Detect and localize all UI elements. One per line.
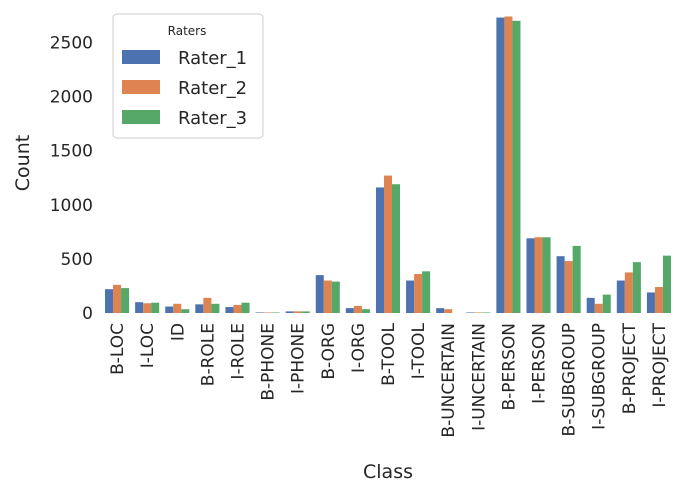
legend-swatch — [122, 50, 160, 64]
bar — [504, 16, 513, 314]
x-tick-label: I-PHONE — [289, 323, 309, 394]
x-axis-label: Class — [363, 461, 413, 483]
bar — [406, 280, 415, 313]
y-tick-label: 1500 — [50, 142, 93, 162]
legend-label: Rater_1 — [178, 48, 247, 69]
legend-title: Raters — [168, 24, 207, 38]
bar — [496, 17, 505, 313]
bar — [345, 308, 354, 313]
bar — [392, 184, 401, 313]
bar — [624, 272, 633, 313]
bar — [361, 309, 370, 313]
x-tick-label: I-TOOL — [409, 322, 429, 379]
y-tick-label: 500 — [61, 250, 93, 270]
x-tick-label: I-PROJECT — [650, 322, 670, 407]
bar — [165, 306, 174, 313]
legend: Raters Rater_1 Rater_2 Rater_3 — [112, 13, 264, 139]
x-tick-label: I-SUBGROUP — [590, 323, 610, 430]
bar — [556, 256, 565, 313]
bar — [121, 288, 130, 313]
x-tick-label: B-UNCERTAIN — [439, 323, 459, 438]
x-tick-label: B-ORG — [319, 323, 339, 380]
y-tick-label: 2000 — [50, 88, 93, 108]
bar — [211, 303, 220, 313]
bar — [632, 262, 641, 313]
bar — [331, 281, 340, 313]
x-axis-ticks: B-LOC I-LOC ID B-ROLE I-ROLE B-PHONE I-PHONE B-… — [108, 322, 670, 437]
bar — [233, 304, 242, 313]
y-tick-label: 0 — [82, 304, 93, 324]
y-tick-label: 2500 — [50, 33, 93, 53]
bar — [474, 312, 483, 313]
legend-frame — [112, 13, 264, 139]
bar — [105, 289, 114, 313]
x-tick-label: B-LOC — [108, 323, 128, 375]
bar — [466, 312, 475, 313]
x-tick-label: B-PROJECT — [620, 322, 640, 414]
bar — [143, 303, 152, 313]
x-tick-label: I-LOC — [138, 323, 158, 368]
bar — [512, 20, 521, 313]
x-tick-label: B-ROLE — [198, 323, 218, 386]
bar — [436, 308, 445, 313]
bar — [422, 271, 431, 313]
bar — [534, 237, 543, 313]
bar — [444, 309, 453, 313]
y-tick-label: 1000 — [50, 196, 93, 216]
legend-swatch — [122, 110, 160, 124]
x-tick-label: B-TOOL — [379, 322, 399, 385]
x-tick-label: B-PERSON — [499, 323, 519, 411]
bars — [105, 16, 671, 314]
bar — [203, 297, 212, 313]
x-tick-label: B-SUBGROUP — [560, 323, 580, 436]
bar — [195, 304, 204, 313]
legend-swatch — [122, 80, 160, 94]
bar — [135, 302, 144, 313]
legend-label: Rater_2 — [178, 78, 247, 99]
bar — [375, 187, 384, 313]
bar — [353, 305, 362, 313]
y-axis-label: Count — [12, 135, 34, 191]
bar — [564, 261, 573, 313]
x-tick-label: I-ROLE — [229, 323, 249, 380]
bar — [181, 309, 190, 313]
bar — [285, 311, 294, 313]
bar — [572, 245, 581, 313]
bar — [173, 303, 182, 313]
bar — [323, 280, 332, 313]
bar — [151, 302, 160, 313]
bar — [586, 297, 595, 313]
legend-label: Rater_3 — [178, 108, 247, 129]
bar — [542, 237, 551, 313]
bar — [414, 274, 423, 313]
bar — [654, 287, 663, 313]
bar — [383, 175, 393, 313]
bar — [526, 238, 535, 313]
bar — [594, 303, 603, 313]
x-tick-label: ID — [168, 323, 188, 341]
bar — [225, 307, 234, 313]
y-axis-ticks: 0 500 1000 1500 2000 2500 — [50, 33, 93, 324]
bar — [301, 311, 310, 313]
bar — [271, 312, 280, 313]
bar — [616, 280, 625, 313]
bar — [293, 311, 302, 313]
bar — [263, 312, 272, 313]
x-tick-label: I-UNCERTAIN — [469, 323, 489, 431]
bar — [482, 312, 491, 313]
bar — [241, 302, 250, 313]
bar — [255, 312, 264, 313]
x-tick-label: I-PERSON — [530, 323, 550, 404]
bar — [113, 284, 122, 313]
x-tick-label: B-PHONE — [259, 323, 279, 401]
bar — [662, 255, 671, 313]
bar — [602, 294, 611, 313]
bar — [646, 292, 655, 313]
x-tick-label: I-ORG — [349, 323, 369, 373]
bar — [315, 275, 324, 314]
